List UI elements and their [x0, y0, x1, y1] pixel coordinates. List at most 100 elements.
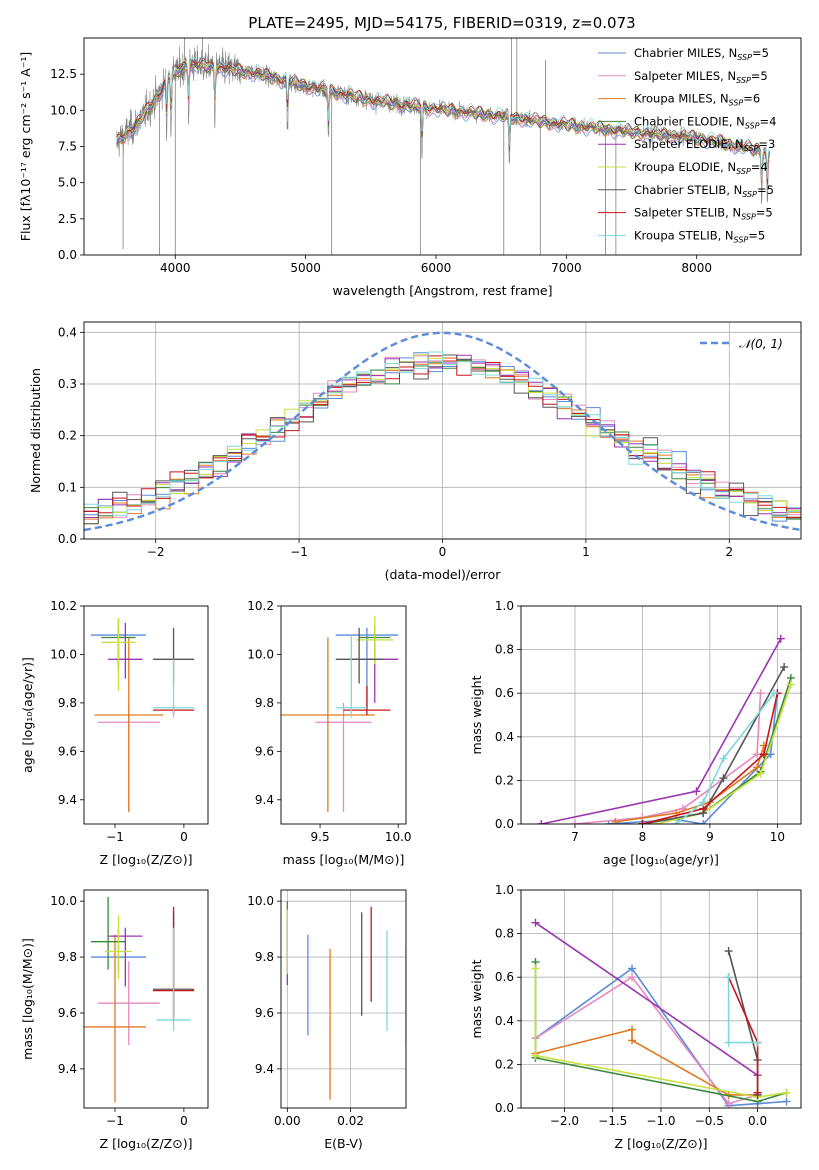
- x-axis-label: mass [log₁₀(M/M⊙)]: [283, 852, 405, 867]
- mass-weight-marker: [786, 680, 795, 689]
- mass-weight-marker: [531, 1051, 540, 1060]
- mass-weight-marker: [753, 763, 762, 772]
- mass-weight-marker: [782, 1088, 791, 1097]
- y-tick-label: 10.0: [50, 103, 77, 117]
- axes: −2.0 −1.5 −1.0 −0.5 0.0 0.0 0.2 0.4 0.6 0.8 1.0 Z […: [469, 883, 802, 1151]
- y-tick-label: 0.6: [495, 970, 514, 984]
- plot-area: [286, 901, 406, 1100]
- legend-entry: Salpeter MILES, NSSP=5: [634, 69, 768, 85]
- mass-weight-marker: [753, 1088, 762, 1097]
- y-tick-label: 0.8: [495, 643, 514, 657]
- x-tick-label: 1: [582, 545, 590, 559]
- axes: −1 0 9.4 9.6 9.8 10.0 10.2 Z [log₁₀(Z/Z⊙)] age […: [20, 599, 209, 867]
- axes-frame: [280, 889, 407, 1109]
- panel-age_vs_mass: 9.5 10.0 9.4 9.6 9.8 10.0 10.2 mass [log₁₀(M/M⊙…: [247, 599, 411, 867]
- y-tick-label: 5.0: [58, 176, 77, 190]
- figure-title: PLATE=2495, MJD=54175, FIBERID=0319, z=0…: [248, 14, 635, 32]
- legend-entry: 𝒩(0, 1): [739, 337, 783, 351]
- legend-sub: SSP: [736, 167, 751, 176]
- y-axis-label: Normed distribution: [28, 368, 43, 493]
- y-tick-label: 0.0: [495, 1101, 514, 1115]
- legend-sub: SSP: [744, 144, 759, 153]
- y-axis-label: age [log₁₀(age/yr)]: [20, 657, 35, 773]
- axes-frame: [83, 321, 802, 540]
- x-tick-label: 4000: [160, 261, 191, 275]
- y-tick-label: 10.0: [247, 894, 274, 908]
- y-tick-label: 0.2: [495, 773, 514, 787]
- mass-weight-line: [642, 693, 779, 824]
- legend-label: Salpeter STELIB, N: [634, 206, 741, 220]
- model-spectrum: [116, 57, 770, 183]
- mass-weight-marker: [724, 947, 733, 956]
- legend-sub: SSP: [741, 213, 756, 222]
- plot-area: [116, 38, 771, 255]
- mass-weight-marker: [628, 1025, 637, 1034]
- panel-mass_vs_Z: −1 0 9.4 9.6 9.8 10.0 Z [log₁₀(Z/Z⊙)] mass [log…: [20, 889, 209, 1151]
- y-tick-label: 12.5: [50, 67, 77, 81]
- y-axis-label: mass [log₁₀(M/M⊙)]: [20, 938, 35, 1060]
- mass-weight-marker: [672, 820, 681, 824]
- y-tick-label: 9.8: [255, 696, 274, 710]
- y-tick-label: 0.0: [58, 248, 77, 262]
- mass-weight-marker: [531, 918, 540, 927]
- mass-weight-marker: [719, 754, 728, 763]
- legend-sub: SSP: [729, 99, 744, 108]
- axes: 4000 5000 6000 7000 8000 0.0 2.5 5.0 7.5 10.0 12.5…: [18, 37, 802, 298]
- x-axis-label: wavelength [Angstrom, rest frame]: [332, 283, 552, 298]
- mass-weight-line: [727, 950, 759, 1095]
- axes: −2 −1 0 1 2 0.0 0.1 0.2 0.3 0.4 (data-model)/error…: [28, 321, 802, 582]
- x-tick-label: 0: [180, 1114, 188, 1128]
- y-tick-label: 0.4: [495, 730, 514, 744]
- y-tick-label: 9.6: [58, 744, 77, 758]
- mass-weight-marker: [753, 1038, 762, 1047]
- x-tick-label: −1.0: [646, 1114, 675, 1128]
- mass-weight-marker: [759, 750, 768, 759]
- mass-weight-marker: [537, 820, 546, 824]
- y-tick-label: 1.0: [495, 883, 514, 897]
- y-tick-label: 0.3: [58, 377, 77, 391]
- mass-weight-marker: [724, 1099, 733, 1108]
- plot-area: [281, 615, 399, 812]
- panel-massweight_vs_age: 7 8 9 10 0.0 0.2 0.4 0.6 0.8 1.0 age [log₁₀(age/yr…: [469, 599, 802, 867]
- y-tick-label: 1.0: [495, 599, 514, 613]
- model-spectrum: [116, 59, 770, 183]
- y-tick-label: 0.6: [495, 686, 514, 700]
- legend-label: Chabrier ELODIE, N: [634, 114, 745, 128]
- y-tick-label: 9.4: [58, 793, 77, 807]
- y-axis-label: mass weight: [469, 959, 484, 1038]
- y-tick-label: 0.2: [495, 1057, 514, 1071]
- legend: 𝒩(0, 1): [700, 337, 783, 351]
- legend-label: Kroupa STELIB, N: [634, 228, 734, 242]
- axes: 9.5 10.0 9.4 9.6 9.8 10.0 10.2 mass [log₁₀(M/M⊙…: [247, 599, 411, 867]
- x-tick-label: 9.5: [311, 830, 330, 844]
- axes: 0.00 0.02 9.4 9.6 9.8 10.0 E(B-V): [247, 889, 407, 1151]
- legend-tail: =5: [757, 183, 774, 197]
- x-tick-label: 8000: [681, 261, 712, 275]
- legend-tail: =5: [748, 228, 765, 242]
- mass-weight-marker: [753, 750, 762, 759]
- plot-area: [531, 918, 791, 1108]
- x-tick-label: 10: [770, 830, 785, 844]
- x-tick-label: 0.02: [337, 1114, 364, 1128]
- y-axis-label: Flux [fλ10⁻¹⁷ erg cm⁻² s⁻¹ A⁻¹]: [18, 52, 33, 241]
- axes-frame: [83, 889, 209, 1109]
- x-tick-label: 0: [439, 545, 447, 559]
- panel-massweight_vs_Z: −2.0 −1.5 −1.0 −0.5 0.0 0.0 0.2 0.4 0.6 0.8 1.0 Z […: [469, 883, 802, 1151]
- x-tick-label: −1: [106, 830, 124, 844]
- legend-label: Salpeter ELODIE, N: [634, 137, 744, 151]
- axes-frame: [83, 37, 802, 256]
- mass-weight-line: [535, 922, 759, 1076]
- mass-weight-marker: [724, 1038, 733, 1047]
- y-tick-label: 9.4: [58, 1062, 77, 1076]
- x-tick-label: −1.5: [598, 1114, 627, 1128]
- plot-area: [90, 618, 195, 812]
- y-tick-label: 0.2: [58, 429, 77, 443]
- legend-entry: Salpeter ELODIE, NSSP=3: [634, 137, 775, 153]
- y-tick-label: 9.8: [255, 950, 274, 964]
- y-tick-label: 0.8: [495, 927, 514, 941]
- axes-frame: [520, 889, 802, 1109]
- x-tick-label: 2: [725, 545, 733, 559]
- x-tick-label: 8: [639, 830, 647, 844]
- y-tick-label: 0.0: [58, 532, 77, 546]
